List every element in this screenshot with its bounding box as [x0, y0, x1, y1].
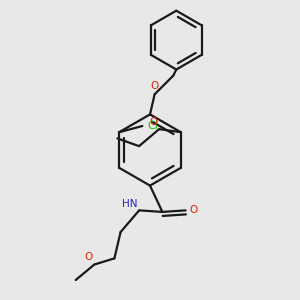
Text: O: O [151, 81, 159, 91]
Text: Cl: Cl [147, 121, 158, 131]
Text: O: O [189, 206, 198, 215]
Text: HN: HN [122, 199, 138, 209]
Text: O: O [85, 252, 93, 262]
Text: O: O [149, 117, 158, 127]
